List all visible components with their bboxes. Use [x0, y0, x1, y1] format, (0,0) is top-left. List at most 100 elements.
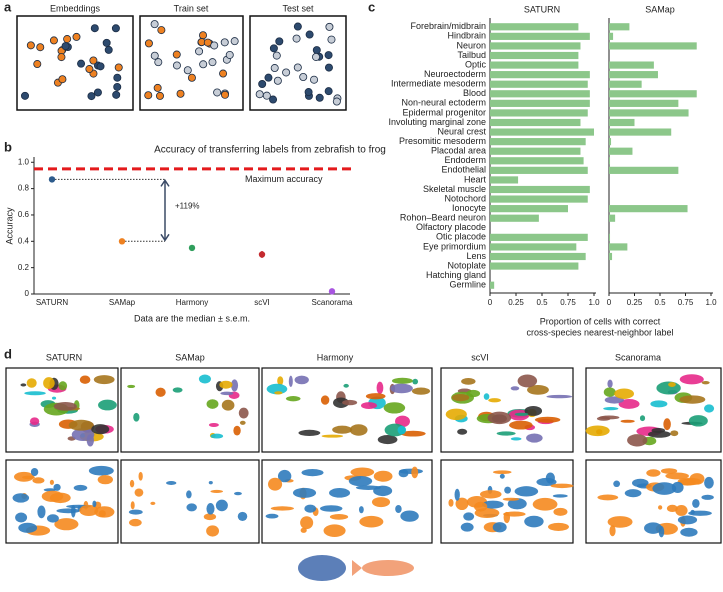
umap-blob: [668, 382, 676, 387]
bar: [490, 42, 581, 50]
x-tick-label: Scanorama: [312, 298, 353, 307]
umap-blob: [285, 396, 301, 402]
y-tick-label: Notochord: [444, 193, 486, 203]
illustration-dot: [208, 58, 217, 67]
illustration-dot: [269, 44, 278, 53]
umap-blob: [198, 374, 211, 384]
umap-blob: [553, 507, 568, 516]
species-icons: [298, 555, 414, 581]
umap-blob: [454, 488, 460, 501]
umap-blob: [534, 416, 561, 423]
point: [328, 288, 336, 295]
umap-blob: [487, 411, 512, 425]
bar: [490, 157, 584, 165]
illustration-dot: [155, 91, 164, 100]
umap-blob: [348, 476, 373, 487]
umap-blob: [13, 471, 34, 482]
bar: [609, 109, 689, 117]
umap-blob: [68, 419, 94, 431]
umap-blob: [373, 470, 393, 482]
illustration-dot: [111, 24, 120, 33]
umap-blob: [56, 508, 81, 514]
panel-label: c: [368, 0, 375, 14]
bar: [609, 147, 633, 155]
umap-blob: [129, 479, 135, 488]
panel-title: Embeddings: [50, 3, 101, 13]
umap-blob: [58, 381, 68, 391]
umap-blob: [411, 387, 431, 395]
umap-blob: [15, 512, 28, 523]
umap-blob: [234, 491, 242, 496]
x-tick-label: Harmony: [176, 298, 208, 307]
umap-box: [585, 459, 722, 544]
umap-blob: [390, 383, 413, 394]
illustration-dot: [154, 58, 163, 67]
umap-blob: [53, 483, 61, 491]
umap-blob: [597, 494, 619, 501]
illustration-dot: [299, 72, 308, 81]
umap-blob: [237, 511, 248, 522]
illustration-dot: [87, 92, 96, 101]
umap-blob: [609, 525, 616, 537]
bar: [490, 90, 590, 98]
umap-blob: [24, 391, 46, 396]
umap-blob: [292, 487, 317, 498]
y-tick-label: 0.2: [18, 263, 30, 272]
umap-blob: [466, 389, 481, 398]
subplot-title: SATURN: [524, 4, 560, 14]
umap-blob: [614, 388, 634, 399]
umap-blob: [365, 393, 386, 400]
illustration-dot: [33, 60, 42, 69]
umap-blob: [607, 379, 613, 388]
umap-blob: [488, 398, 501, 403]
x-tick-label: scVI: [254, 298, 270, 307]
umap-blob: [206, 399, 219, 409]
umap-blob: [704, 404, 715, 413]
umap-blob: [270, 506, 294, 511]
umap-blob: [343, 383, 349, 388]
bar: [609, 233, 611, 241]
illustration-dot: [304, 88, 313, 97]
umap-blob: [507, 498, 527, 510]
illustration-dot: [36, 43, 45, 52]
illustration-dot: [61, 42, 70, 51]
umap-blob: [206, 525, 220, 537]
panel-title: Scanorama: [615, 352, 661, 362]
umap-blob: [666, 504, 678, 512]
illustration-dot: [292, 34, 301, 43]
y-tick-label: Neuron: [456, 40, 486, 50]
umap-blob: [665, 472, 689, 480]
umap-blob: [238, 407, 249, 419]
umap-blob: [155, 387, 166, 397]
illustration-dot: [305, 30, 314, 39]
illustration-dot: [102, 38, 111, 47]
x-tick-label: 0.5: [654, 298, 666, 307]
y-tick-label: Olfactory placode: [416, 222, 486, 232]
y-tick-label: Notoplate: [447, 260, 486, 270]
umap-blob: [350, 467, 375, 477]
illustration-dot: [282, 68, 291, 77]
umap-blob: [54, 518, 79, 531]
umap-blob: [30, 467, 39, 477]
bar: [490, 176, 519, 184]
y-tick-label: Hindbrain: [447, 31, 486, 41]
umap-blob: [647, 430, 671, 438]
umap-blob: [277, 469, 292, 483]
umap-blob: [186, 490, 192, 499]
umap-box: [440, 459, 574, 544]
umap-box: [440, 367, 574, 453]
illustration-dot: [21, 91, 30, 100]
illustration-dot: [199, 60, 208, 69]
y-tick-label: Germline: [449, 280, 486, 290]
umap-blob: [660, 468, 678, 474]
x-tick-label: 1.0: [588, 298, 600, 307]
umap-blob: [546, 394, 573, 399]
umap-blob: [230, 379, 239, 392]
umap-blob: [620, 419, 635, 423]
bar: [490, 61, 579, 69]
umap-blob: [395, 505, 402, 514]
illustration-dot: [293, 63, 302, 72]
illustration-dot: [113, 73, 122, 82]
umap-blob: [97, 475, 113, 485]
